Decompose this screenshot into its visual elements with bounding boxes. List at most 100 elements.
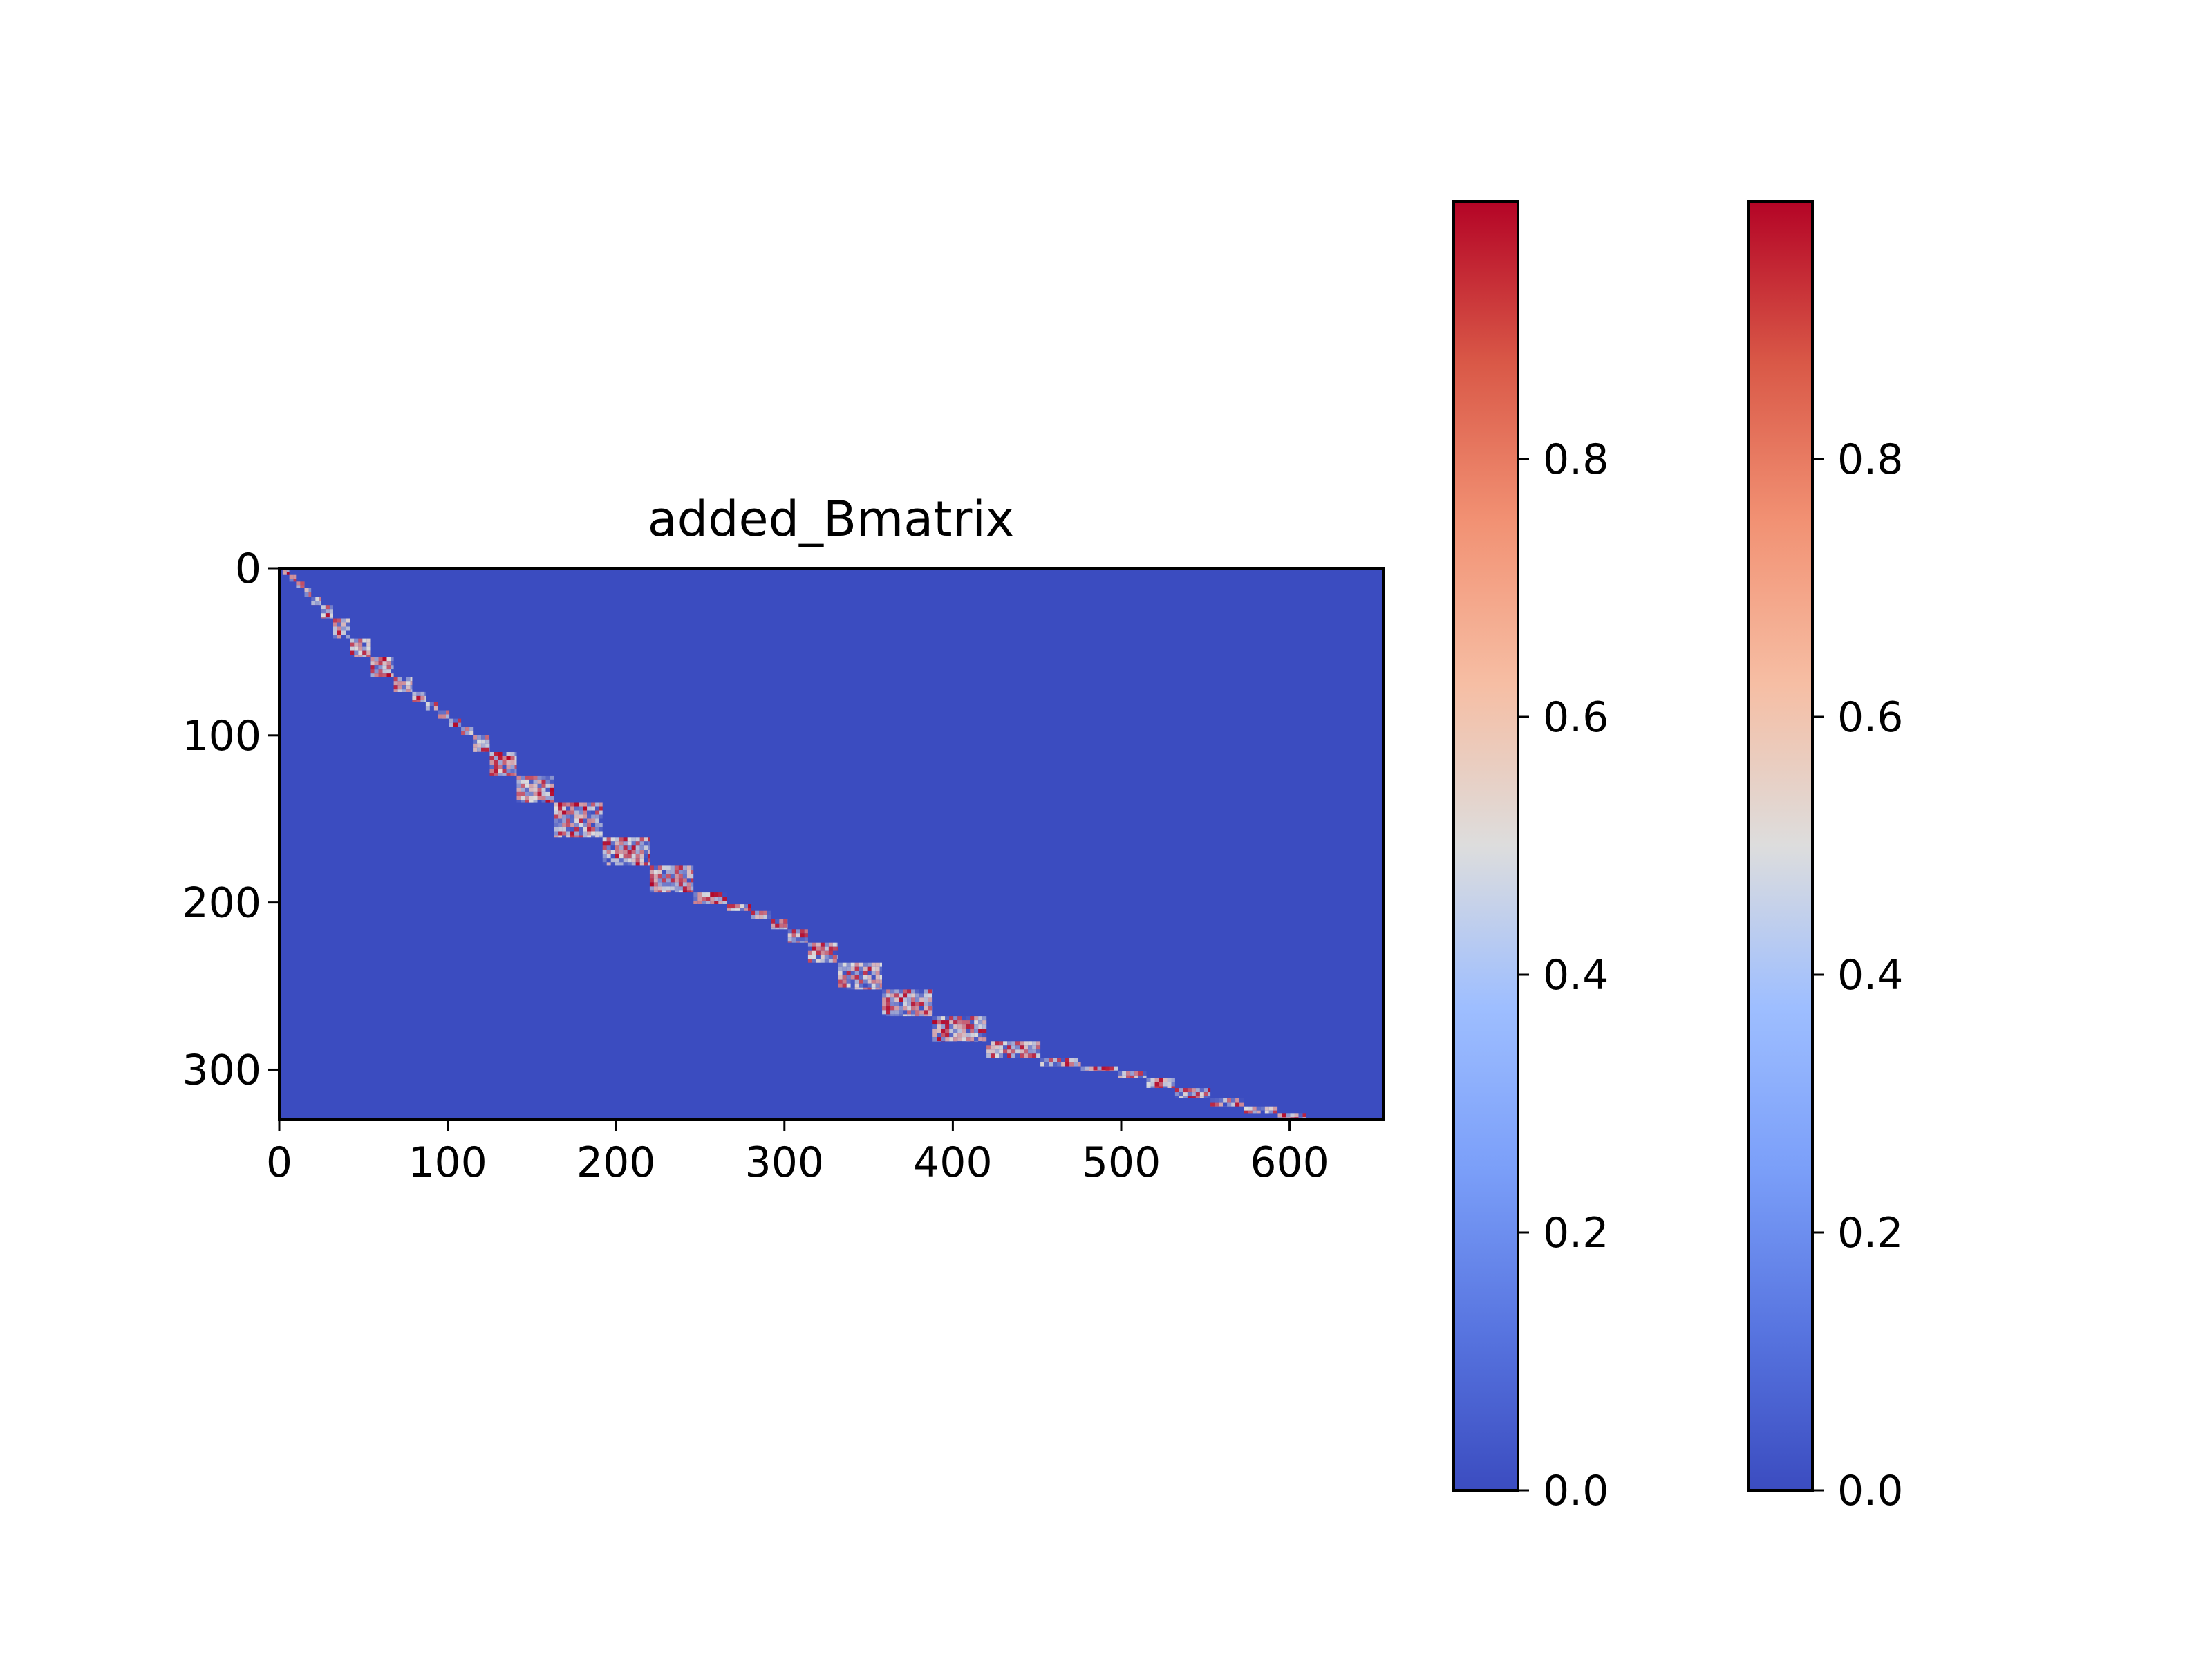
heatmap-cell (919, 989, 924, 994)
heatmap-cell (1069, 1058, 1074, 1062)
colorbar-1-gradient (1454, 201, 1518, 1490)
heatmap-cell (682, 882, 687, 887)
heatmap-cell (391, 657, 394, 662)
heatmap-cell (649, 886, 654, 891)
heatmap-cell (966, 1016, 971, 1021)
heatmap-cell (362, 655, 367, 657)
heatmap-block (554, 802, 603, 838)
heatmap-cell (648, 862, 650, 866)
heatmap-cell (1191, 1096, 1196, 1098)
colorbar-tick-label: 0.2 (1543, 1209, 1609, 1257)
heatmap-cell (903, 997, 908, 1002)
heatmap-cell (846, 971, 851, 975)
heatmap-cell (406, 681, 411, 686)
heatmap-cell (635, 837, 640, 842)
heatmap-cell (657, 874, 662, 879)
heatmap-cell (670, 870, 675, 874)
heatmap-cell (461, 727, 466, 731)
x-tick-label: 0 (266, 1138, 292, 1187)
heatmap-cell (1286, 1117, 1291, 1118)
heatmap-cell (570, 831, 575, 836)
heatmap-cell (966, 1033, 971, 1038)
heatmap-cell (999, 1041, 1004, 1046)
heatmap-cell (907, 989, 912, 994)
heatmap-cell (1028, 1045, 1033, 1050)
heatmap-cell (550, 779, 554, 784)
heatmap-cell (595, 818, 600, 823)
heatmap-cell (1174, 1092, 1179, 1097)
heatmap-cell (498, 752, 503, 756)
heatmap-cell (978, 1037, 983, 1042)
heatmap-cell (1093, 1066, 1098, 1071)
heatmap-cell (350, 642, 355, 647)
heatmap-cell (1195, 1092, 1200, 1097)
heatmap-cell (639, 837, 644, 842)
heatmap-cell (974, 1024, 979, 1029)
heatmap-cell (337, 630, 341, 635)
heatmap-cell (374, 661, 379, 666)
heatmap-cell (986, 1045, 991, 1050)
heatmap-cell (924, 997, 928, 1002)
heatmap-cell (674, 865, 679, 870)
heatmap-cell (666, 878, 671, 883)
heatmap-cell (566, 814, 571, 819)
heatmap-cell (562, 818, 567, 823)
heatmap-cell (370, 673, 375, 677)
heatmap-cell (296, 581, 301, 586)
heatmap-cell (382, 665, 387, 670)
heatmap-cell (1203, 1088, 1208, 1093)
heatmap-cell (406, 689, 411, 692)
heatmap-cell (514, 769, 517, 773)
heatmap-cell (473, 739, 478, 744)
heatmap-cell (710, 901, 715, 904)
heatmap-cell (982, 1029, 987, 1033)
heatmap-cell (1208, 1092, 1211, 1097)
heatmap-cell (610, 850, 615, 854)
heatmap-cell (304, 592, 309, 597)
heatmap-cell (489, 769, 494, 773)
heatmap-cell (863, 975, 868, 980)
heatmap-cell (767, 910, 771, 915)
heatmap-cell (714, 897, 719, 901)
heatmap-cell (850, 971, 855, 975)
heatmap-cell (1256, 1106, 1261, 1111)
heatmap-block (296, 581, 305, 588)
heatmap-cell (386, 669, 391, 674)
heatmap-cell (545, 787, 550, 792)
heatmap-cell (393, 681, 398, 686)
heatmap-cell (469, 731, 474, 735)
heatmap-cell (473, 735, 478, 740)
heatmap-cell (627, 862, 632, 866)
heatmap-cell (974, 1037, 979, 1042)
heatmap-cell (1191, 1092, 1196, 1097)
heatmap-cell (854, 971, 859, 975)
heatmap-cell (1089, 1066, 1094, 1071)
heatmap-cell (1268, 1110, 1273, 1114)
heatmap-cell (635, 858, 640, 863)
heatmap-cell (481, 739, 486, 744)
heatmap-cell (953, 1024, 958, 1029)
heatmap-cell (433, 702, 438, 706)
y-tick-label: 300 (182, 1046, 261, 1094)
heatmap-cell (828, 950, 833, 955)
heatmap-cell (924, 993, 928, 998)
heatmap-cell (402, 681, 406, 686)
heatmap-cell (631, 858, 636, 863)
colorbar-2: 0.0 0.2 0.4 0.6 0.8 (1747, 200, 1903, 1515)
colorbar-2-gradient (1748, 201, 1812, 1490)
heatmap-cell (986, 1041, 991, 1046)
x-tick-label: 500 (1082, 1138, 1161, 1187)
heatmap-cell (337, 622, 341, 627)
heatmap-cell (879, 966, 882, 971)
heatmap-cell (674, 882, 679, 887)
heatmap-cell (727, 908, 731, 911)
heatmap-cell (587, 806, 592, 811)
heatmap-cell (982, 1033, 987, 1038)
heatmap-cell (1277, 1117, 1282, 1118)
x-axis-ticks: 0 100 200 300 400 500 600 (266, 1120, 1329, 1187)
heatmap-cell (1183, 1096, 1188, 1098)
heatmap-cell (1199, 1092, 1204, 1097)
heatmap-cell (619, 854, 624, 859)
heatmap-block (321, 605, 333, 619)
heatmap-cell (346, 635, 350, 639)
